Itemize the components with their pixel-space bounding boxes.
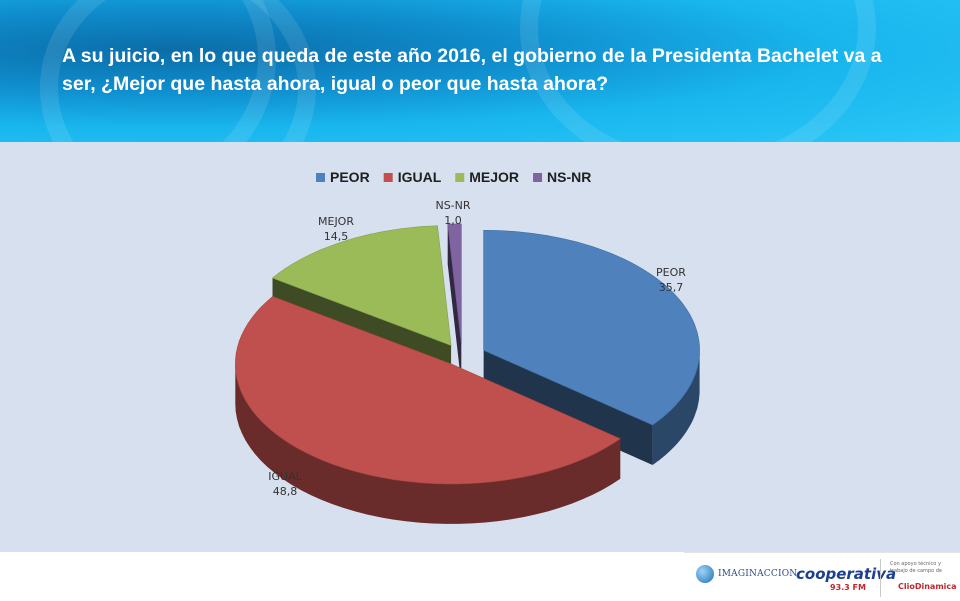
data-label-peor: PEOR 35,7 [656, 266, 686, 294]
header-banner: A su juicio, en lo que queda de este año… [0, 0, 960, 142]
data-label-category: IGUAL [268, 470, 302, 483]
slice-mejor [271, 225, 452, 346]
data-labels: PEOR 35,7 IGUAL 48,8 MEJOR 14,5 NS-NR 1,0 [268, 199, 686, 498]
slice-side-peor [652, 350, 700, 465]
legend-swatch-mejor [455, 173, 465, 182]
data-label-category: PEOR [656, 266, 686, 279]
imaginaccion-logo: IMAGINACCION [696, 565, 797, 583]
data-label-value: 48,8 [273, 485, 298, 498]
legend-swatch-peor [316, 173, 325, 182]
legend-label-ns-nr: NS-NR [547, 169, 591, 185]
globe-icon [696, 565, 714, 583]
data-label-igual: IGUAL 48,8 [268, 470, 302, 498]
legend-swatch-ns-nr [533, 173, 543, 182]
slice-side-igual [235, 364, 621, 524]
cooperativa-frequency: 93.3 FM [830, 583, 866, 592]
legend-label-mejor: MEJOR [469, 169, 519, 185]
cliodinamica-logo: ClioDinamica [898, 582, 957, 591]
pie-tops [235, 223, 700, 485]
data-label-mejor: MEJOR 14,5 [318, 215, 354, 243]
slice-ns-nr [447, 223, 462, 344]
sponsor-footer: IMAGINACCION cooperativa 93.3 FM Con apo… [684, 552, 960, 601]
question-title: A su juicio, en lo que queda de este año… [62, 45, 882, 95]
legend-label-peor: PEOR [330, 169, 370, 185]
data-label-value: 35,7 [659, 281, 684, 294]
slice-cut-ns-nr [447, 224, 462, 384]
legend-swatch-igual [383, 173, 393, 182]
data-label-category: MEJOR [318, 215, 354, 228]
chart-legend: PEOR IGUAL MEJOR NS-NR [316, 169, 591, 185]
data-label-value: 14,5 [324, 230, 349, 243]
slice-igual [235, 296, 621, 485]
pie-chart: PEOR IGUAL MEJOR NS-NR PEOR 35,7 IGUAL 48,8 MEJ… [235, 169, 700, 524]
cooperativa-logo: cooperativa [796, 565, 897, 583]
data-label-value: 1,0 [444, 214, 462, 227]
legend-label-igual: IGUAL [398, 169, 442, 185]
data-label-ns-nr: NS-NR 1,0 [435, 199, 470, 227]
slice-peor [483, 229, 700, 426]
data-label-category: NS-NR [435, 199, 470, 212]
footer-divider [880, 559, 881, 597]
support-text: Con apoyo técnico y trabajo de campo de [890, 561, 942, 574]
